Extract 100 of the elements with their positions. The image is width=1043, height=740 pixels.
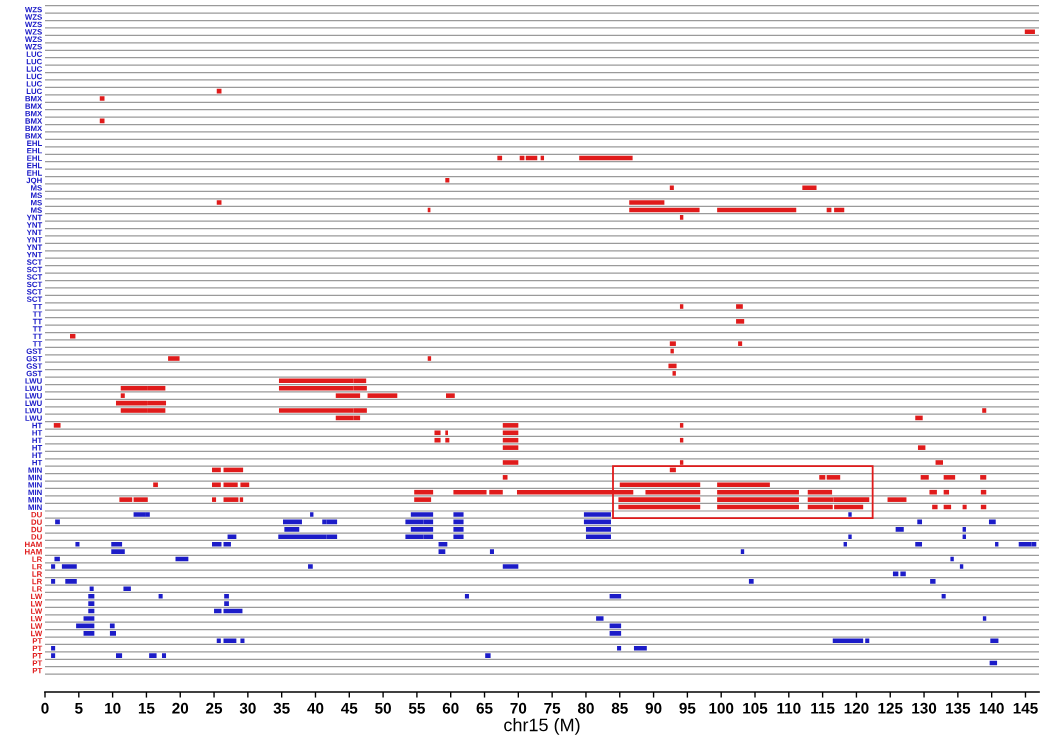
bar [427, 356, 432, 361]
bar [149, 653, 157, 658]
bar [445, 393, 455, 398]
x-tick-label: 95 [679, 702, 696, 714]
bar [917, 519, 923, 525]
bar [679, 304, 684, 309]
x-tick-label: 75 [544, 702, 561, 714]
x-tick-label: 35 [273, 702, 290, 714]
bar [123, 586, 131, 592]
bar [717, 489, 799, 495]
bar [410, 512, 434, 517]
bar [83, 616, 95, 621]
bar [99, 118, 105, 124]
bar [865, 638, 870, 644]
bar [212, 467, 221, 473]
bar [414, 489, 434, 495]
x-tick-label: 145 [1013, 702, 1038, 714]
bar [61, 564, 77, 569]
bar [223, 482, 238, 488]
bar [51, 579, 56, 584]
bar [216, 200, 222, 205]
x-tick-label: 65 [476, 702, 493, 714]
bar [65, 579, 77, 584]
bar [895, 527, 904, 532]
bar [88, 601, 95, 606]
bar [930, 579, 936, 584]
bar [618, 497, 701, 502]
bar [453, 489, 487, 495]
bar [609, 631, 622, 636]
bar [679, 437, 684, 443]
bar [335, 393, 361, 398]
bar [111, 549, 125, 554]
bar [826, 475, 841, 480]
bar [717, 482, 770, 488]
bar [161, 653, 167, 658]
x-tick-label: 100 [709, 702, 734, 714]
bar [453, 519, 464, 525]
bar [119, 497, 133, 502]
bar [900, 571, 906, 577]
bar [915, 415, 923, 421]
x-tick-label: 130 [912, 702, 937, 714]
bar [489, 549, 494, 554]
bar [153, 482, 158, 488]
bar [502, 475, 508, 480]
x-tick-label: 45 [341, 702, 358, 714]
bar [51, 564, 56, 569]
bar [980, 475, 987, 480]
bar [585, 527, 611, 532]
x-tick-label: 135 [946, 702, 971, 714]
bar [284, 527, 300, 532]
bar [502, 564, 519, 569]
bar [55, 519, 60, 525]
bar [502, 437, 519, 443]
x-tick-label: 30 [239, 702, 256, 714]
bar [962, 527, 966, 532]
bar [740, 549, 745, 554]
bar [414, 497, 432, 502]
x-tick-label: 15 [138, 702, 155, 714]
bar [943, 475, 956, 480]
bar [453, 534, 464, 540]
bar [679, 423, 684, 428]
bar [619, 482, 701, 488]
x-tick-label: 120 [844, 702, 869, 714]
bar [367, 393, 398, 398]
bar [445, 437, 450, 443]
bar [915, 541, 923, 547]
x-tick-label: 140 [979, 702, 1004, 714]
bar [83, 631, 95, 636]
x-tick-label: 0 [41, 702, 49, 714]
bar [216, 638, 221, 644]
x-tick-label: 105 [743, 702, 768, 714]
bar [168, 356, 180, 361]
bar [950, 556, 954, 562]
bar [53, 423, 61, 428]
bar [668, 363, 677, 369]
bar [932, 504, 938, 510]
bar [672, 371, 676, 376]
bar [310, 512, 314, 517]
x-tick-label: 25 [206, 702, 223, 714]
bar [935, 460, 943, 465]
bar [943, 489, 950, 495]
bar [887, 497, 907, 502]
bar [629, 200, 665, 205]
bar [434, 430, 441, 436]
bar [669, 341, 676, 346]
bar [669, 185, 674, 190]
bar [116, 653, 123, 658]
bar [120, 393, 125, 398]
x-tick-label: 5 [75, 702, 83, 714]
bar [585, 534, 611, 540]
bar [679, 215, 684, 220]
x-tick-label: 90 [645, 702, 662, 714]
bar [819, 475, 826, 480]
bar [502, 445, 519, 450]
bar [982, 616, 987, 621]
x-tick-label: 110 [777, 702, 801, 714]
bar [502, 430, 519, 436]
bar [848, 534, 852, 540]
bar [807, 489, 833, 495]
bar [502, 423, 519, 428]
